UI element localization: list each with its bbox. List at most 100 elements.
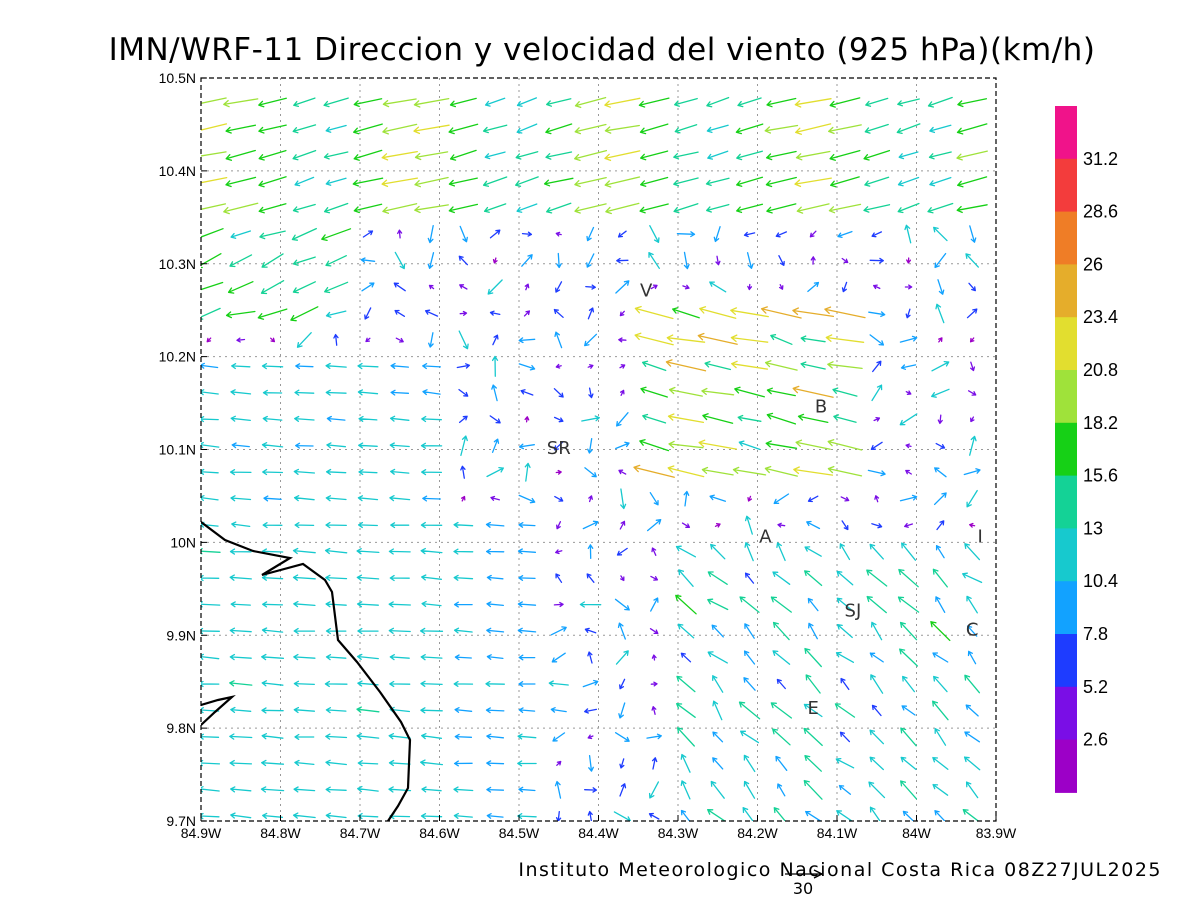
y-tick-label: 10N xyxy=(170,534,196,550)
wind-arrow xyxy=(553,441,564,451)
wind-arrow xyxy=(804,570,823,587)
wind-arrow xyxy=(795,123,832,135)
wind-arrow xyxy=(422,495,441,502)
wind-arrow xyxy=(326,442,347,449)
wind-arrow xyxy=(770,702,793,719)
wind-arrow xyxy=(521,231,533,237)
wind-arrow xyxy=(970,416,975,423)
wind-arrow xyxy=(829,149,861,161)
wind-arrow xyxy=(325,812,347,819)
wind-arrow xyxy=(389,442,410,449)
wind-arrow xyxy=(966,625,978,637)
wind-arrow xyxy=(674,97,698,107)
wind-arrow xyxy=(604,124,640,134)
wind-arrow xyxy=(356,733,380,740)
wind-arrow xyxy=(827,439,863,451)
wind-arrow xyxy=(646,733,662,740)
wind-arrow xyxy=(584,787,598,793)
wind-arrow xyxy=(897,176,920,187)
wind-arrow xyxy=(965,253,979,268)
wind-arrow xyxy=(805,674,821,694)
wind-arrow xyxy=(956,204,988,214)
colorbar-segment xyxy=(1055,528,1077,582)
wind-arrow xyxy=(743,780,756,799)
wind-arrow xyxy=(736,150,763,161)
wind-arrow xyxy=(651,706,657,715)
wind-arrow xyxy=(448,123,479,135)
wind-arrow xyxy=(259,230,286,240)
wind-arrow xyxy=(676,231,696,238)
wind-arrow xyxy=(738,701,761,720)
wind-arrow xyxy=(766,387,796,397)
wind-arrow xyxy=(555,573,563,583)
wind-arrow xyxy=(459,284,468,290)
wind-arrow xyxy=(675,545,697,558)
wind-arrow xyxy=(775,231,788,238)
wind-arrow xyxy=(871,231,883,238)
wind-arrow xyxy=(201,574,220,582)
wind-arrow xyxy=(395,337,404,343)
wind-arrow xyxy=(294,389,315,396)
wind-arrow xyxy=(713,226,721,243)
wind-arrow xyxy=(712,731,724,743)
wind-arrow xyxy=(360,257,376,263)
wind-arrow xyxy=(489,415,501,424)
wind-arrow xyxy=(419,627,444,635)
wind-arrow xyxy=(382,203,418,214)
wind-arrow xyxy=(489,229,501,239)
wind-arrow xyxy=(292,124,317,134)
wind-arrow xyxy=(262,812,284,819)
wind-arrow xyxy=(705,177,730,187)
wind-arrow xyxy=(736,176,764,187)
wind-arrow xyxy=(517,627,537,634)
wind-arrow xyxy=(701,466,734,476)
wind-arrow xyxy=(904,224,912,244)
wind-arrow xyxy=(201,97,227,105)
wind-arrow xyxy=(618,702,626,719)
wind-arrow xyxy=(333,333,339,346)
wind-arrow xyxy=(970,361,976,372)
wind-arrow xyxy=(899,494,918,502)
footer-credit: Instituto Meteorologico Nacional Costa R… xyxy=(518,859,1162,881)
wind-arrow xyxy=(777,783,786,797)
wind-arrow xyxy=(840,677,850,691)
colorbar-label: 7.8 xyxy=(1083,624,1108,644)
wind-arrow xyxy=(230,706,252,714)
wind-arrow xyxy=(358,442,378,449)
wind-arrow xyxy=(900,780,918,800)
wind-arrow xyxy=(744,542,754,562)
colorbar: 31.2 28.6 26 23.4 20.8 18.2 15.6 13 10.4 7.8 5.2 2.… xyxy=(1055,106,1118,793)
wind-arrow xyxy=(292,256,316,266)
y-tick-label: 9.9N xyxy=(166,627,196,643)
wind-arrow xyxy=(648,781,660,799)
wind-arrow xyxy=(555,810,562,821)
wind-arrow xyxy=(764,124,799,134)
colorbar-label: 5.2 xyxy=(1083,677,1108,697)
wind-arrow xyxy=(794,177,832,188)
wind-arrow xyxy=(905,390,912,395)
wind-arrow xyxy=(546,202,572,214)
city-label: SR xyxy=(547,438,571,459)
wind-arrow xyxy=(619,678,626,690)
wind-arrow xyxy=(932,568,948,588)
wind-arrow xyxy=(292,547,316,555)
wind-arrow xyxy=(835,651,855,663)
wind-arrow xyxy=(393,282,406,292)
wind-arrow xyxy=(292,281,316,294)
wind-arrow xyxy=(929,124,952,134)
wind-arrow xyxy=(518,363,536,371)
wind-arrow xyxy=(486,813,504,819)
wind-arrow xyxy=(649,225,660,243)
wind-arrow xyxy=(515,151,539,160)
wind-arrow xyxy=(897,98,920,107)
wind-arrow xyxy=(730,334,769,343)
wind-arrow xyxy=(554,495,564,502)
wind-arrow xyxy=(517,733,537,740)
x-tick-label: 83.9W xyxy=(976,825,1017,841)
wind-arrow xyxy=(325,521,347,529)
wind-arrow xyxy=(486,601,504,608)
reference-vector-label: 30 xyxy=(793,879,813,898)
wind-arrow xyxy=(707,150,729,160)
colorbar-label: 2.6 xyxy=(1083,730,1108,750)
wind-arrow xyxy=(261,574,284,581)
